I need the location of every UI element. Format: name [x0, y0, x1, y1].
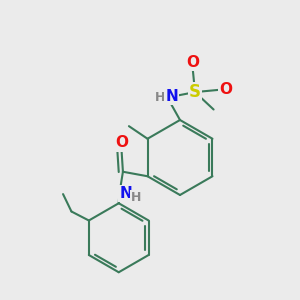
Text: O: O	[186, 55, 199, 70]
Text: S: S	[189, 83, 201, 101]
Text: O: O	[115, 136, 128, 151]
Text: O: O	[219, 82, 232, 97]
Text: H: H	[155, 91, 165, 104]
Text: N: N	[165, 89, 178, 104]
Text: H: H	[131, 191, 141, 204]
Text: N: N	[119, 186, 132, 201]
